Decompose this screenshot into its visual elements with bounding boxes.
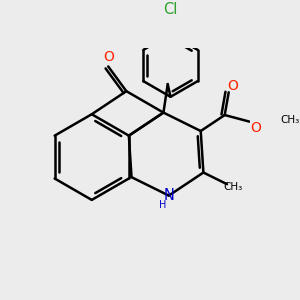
Text: CH₃: CH₃: [281, 115, 300, 125]
Text: O: O: [103, 50, 114, 64]
Text: CH₃: CH₃: [223, 182, 243, 192]
Text: H: H: [158, 200, 166, 211]
Text: O: O: [250, 121, 262, 135]
Text: N: N: [164, 188, 174, 203]
Text: Cl: Cl: [163, 2, 178, 17]
Text: O: O: [227, 79, 238, 93]
